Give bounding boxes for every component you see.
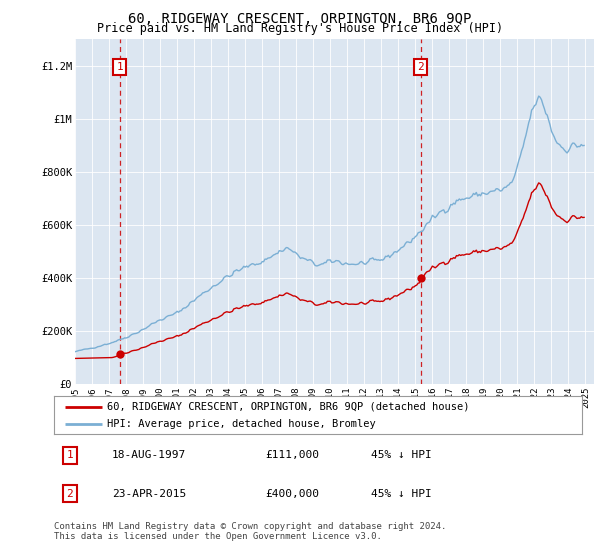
Text: 23-APR-2015: 23-APR-2015	[112, 489, 187, 498]
Text: 2: 2	[417, 62, 424, 72]
Text: Price paid vs. HM Land Registry's House Price Index (HPI): Price paid vs. HM Land Registry's House …	[97, 22, 503, 35]
Text: 45% ↓ HPI: 45% ↓ HPI	[371, 489, 431, 498]
Text: 1: 1	[67, 450, 73, 460]
Text: 18-AUG-1997: 18-AUG-1997	[112, 450, 187, 460]
Text: HPI: Average price, detached house, Bromley: HPI: Average price, detached house, Brom…	[107, 419, 376, 429]
Text: 1: 1	[116, 62, 123, 72]
Text: £111,000: £111,000	[265, 450, 319, 460]
Text: 2: 2	[67, 489, 73, 498]
Text: 45% ↓ HPI: 45% ↓ HPI	[371, 450, 431, 460]
Text: £400,000: £400,000	[265, 489, 319, 498]
Text: 60, RIDGEWAY CRESCENT, ORPINGTON, BR6 9QP: 60, RIDGEWAY CRESCENT, ORPINGTON, BR6 9Q…	[128, 12, 472, 26]
Text: Contains HM Land Registry data © Crown copyright and database right 2024.
This d: Contains HM Land Registry data © Crown c…	[54, 522, 446, 542]
Text: 60, RIDGEWAY CRESCENT, ORPINGTON, BR6 9QP (detached house): 60, RIDGEWAY CRESCENT, ORPINGTON, BR6 9Q…	[107, 402, 469, 412]
